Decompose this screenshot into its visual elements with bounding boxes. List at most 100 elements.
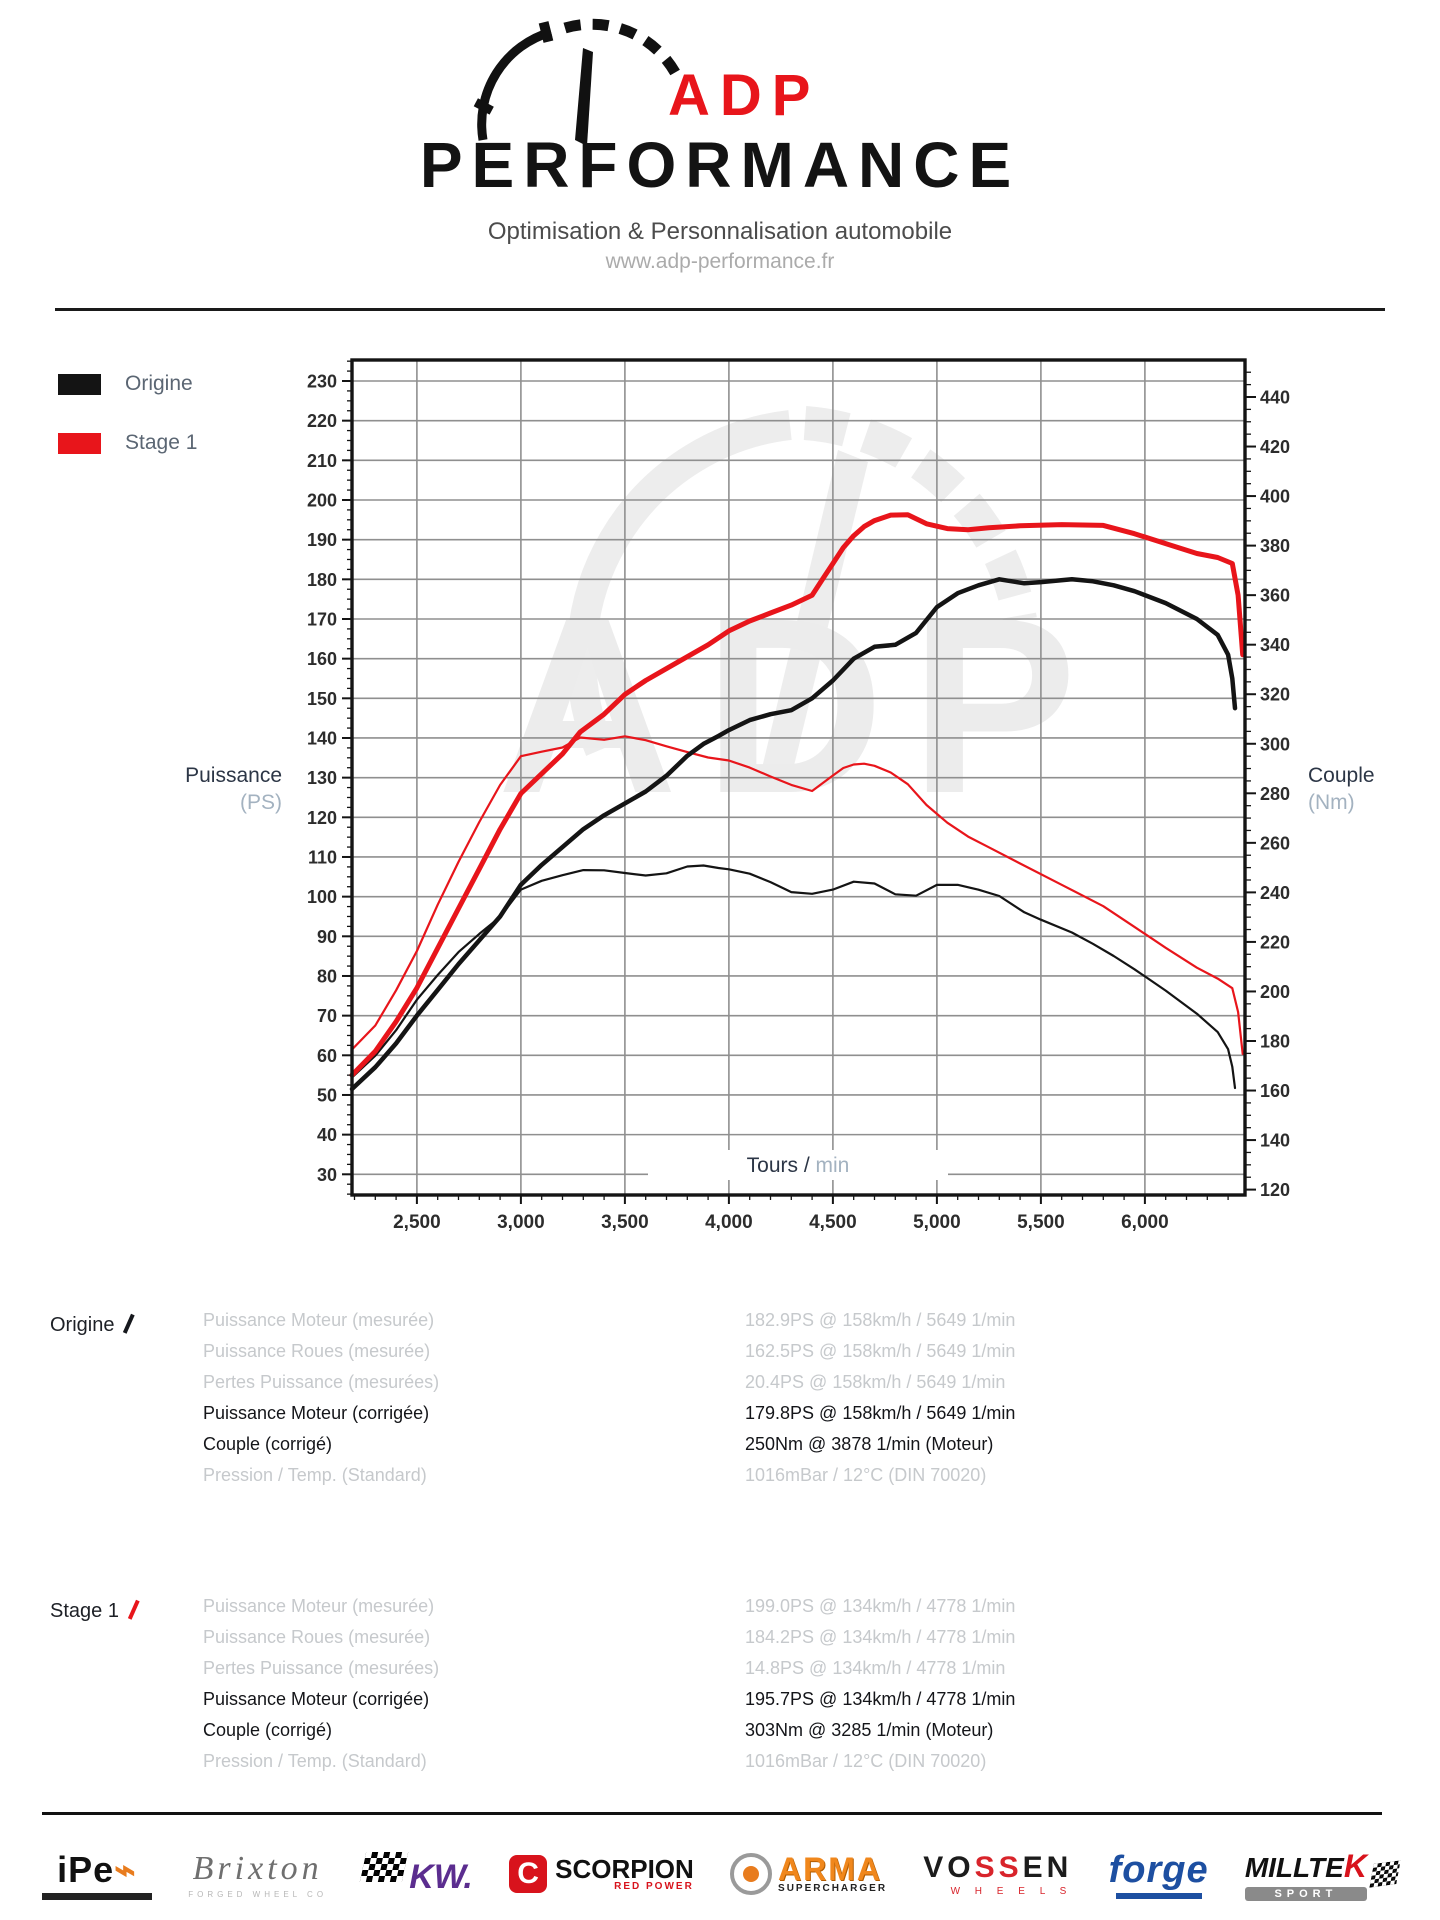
y-left-tick-label: 160 — [307, 649, 337, 669]
result-row: Pertes Puissance (mesurées) 20.4PS @ 158k… — [0, 1372, 1440, 1403]
result-row-value: 162.5PS @ 158km/h / 5649 1/min — [745, 1341, 1016, 1361]
forge-logo: forge — [1109, 1849, 1209, 1899]
y-right-tick-label: 160 — [1260, 1081, 1290, 1101]
chart-grid — [352, 360, 1245, 1195]
ipe-logo: iPe⌁ — [42, 1849, 152, 1900]
speedometer-icon — [473, 18, 682, 146]
x-tick-label: 4,000 — [705, 1212, 753, 1233]
legend-item-origine: Origine — [58, 372, 193, 396]
y-right-tick-label: 320 — [1260, 685, 1290, 705]
y-left-tick-label: 90 — [317, 927, 337, 947]
milltek-checkered-flag-icon — [1369, 1860, 1401, 1888]
brand-adp: ADP — [668, 63, 821, 128]
brand-url: www.adp-performance.fr — [605, 250, 835, 273]
arma-logo: ARMA SUPERCHARGER — [730, 1853, 887, 1895]
result-row-label: Couple (corrigé) — [203, 1434, 333, 1454]
y-left-tick-label: 150 — [307, 689, 337, 709]
left-axis-title: Puissance (PS) — [120, 762, 282, 816]
x-tick-label: 5,500 — [1017, 1212, 1065, 1233]
result-row-value: 303Nm @ 3285 1/min (Moteur) — [745, 1720, 994, 1740]
result-row-value: 184.2PS @ 134km/h / 4778 1/min — [745, 1627, 1016, 1647]
y-left-tick-label: 220 — [307, 411, 337, 431]
y-left-tick-label: 80 — [317, 966, 337, 986]
scorpion-icon: C — [509, 1855, 548, 1893]
y-right-tick-label: 120 — [1260, 1180, 1290, 1200]
result-row-label: Pression / Temp. (Standard) — [203, 1751, 427, 1771]
milltek-logo: MILLTEK SPORT — [1244, 1848, 1401, 1901]
curve-origine-puissance-ps- — [349, 577, 1238, 1092]
legend-label-origine: Origine — [125, 372, 193, 395]
ipe-logo-bar — [42, 1892, 152, 1900]
adp-watermark: ADP — [497, 406, 1103, 845]
legend-swatch-origine — [58, 373, 101, 395]
result-row: Pression / Temp. (Standard) 1016mBar / 12… — [0, 1465, 1440, 1496]
result-row: Puissance Roues (mesurée) 184.2PS @ 134km… — [0, 1627, 1440, 1658]
curve-stage-1-couple-nm- — [350, 735, 1244, 1056]
y-left-tick-label: 130 — [307, 768, 337, 788]
y-left-tick-label: 200 — [307, 490, 337, 510]
result-row-value: 1016mBar / 12°C (DIN 70020) — [745, 1465, 987, 1485]
y-left-tick-label: 30 — [317, 1165, 337, 1185]
y-right-tick-label: 260 — [1260, 833, 1290, 853]
result-row: Pertes Puissance (mesurées) 14.8PS @ 134k… — [0, 1658, 1440, 1689]
result-row-label: Puissance Roues (mesurée) — [203, 1341, 431, 1361]
y-right-tick-label: 240 — [1260, 883, 1290, 903]
x-tick-label: 3,000 — [497, 1212, 545, 1233]
y-left-tick-label: 100 — [307, 887, 337, 907]
y-right-tick-label: 140 — [1260, 1131, 1290, 1151]
y-right-tick-label: 420 — [1260, 437, 1290, 457]
y-left-tick-label: 230 — [307, 372, 337, 392]
x-axis-title: Tours / min — [747, 1154, 850, 1177]
right-axis-title-unit: (Nm) — [1308, 791, 1355, 814]
footer-partner-logos: iPe⌁ Brixton FORGED WHEEL CO KW. C SCORP… — [42, 1830, 1401, 1918]
y-left-tick-label: 70 — [317, 1006, 337, 1026]
y-left-tick-label: 190 — [307, 530, 337, 550]
result-row-label: Pertes Puissance (mesurées) — [203, 1658, 440, 1678]
result-row-value: 20.4PS @ 158km/h / 5649 1/min — [745, 1372, 1006, 1392]
result-row-label: Puissance Moteur (mesurée) — [203, 1310, 435, 1330]
vossen-logo: VOSSEN W H E E L S — [923, 1851, 1073, 1897]
y-left-tick-label: 210 — [307, 451, 337, 471]
result-row: Puissance Moteur (mesurée) 182.9PS @ 158k… — [0, 1310, 1440, 1341]
result-row: Puissance Moteur (mesurée) 199.0PS @ 134k… — [0, 1596, 1440, 1627]
result-row-label: Couple (corrigé) — [203, 1720, 333, 1740]
y-right-tick-label: 280 — [1260, 784, 1290, 804]
x-tick-label: 2,500 — [393, 1212, 441, 1233]
forge-logo-bar — [1115, 1893, 1202, 1899]
arma-supercharger-icon — [730, 1853, 773, 1895]
y-right-tick-label: 200 — [1260, 982, 1290, 1002]
result-row-value: 195.7PS @ 134km/h / 4778 1/min — [745, 1689, 1016, 1709]
result-row: Puissance Moteur (corrigée) 195.7PS @ 134… — [0, 1689, 1440, 1720]
brand-performance: PERFORMANCE — [419, 129, 1021, 201]
y-right-tick-label: 220 — [1260, 932, 1290, 952]
result-row-value: 1016mBar / 12°C (DIN 70020) — [745, 1751, 987, 1771]
y-left-tick-label: 180 — [307, 570, 337, 590]
dyno-chart: ADP Tours / min 30 40 50 60 70 80 90 100 110 120 130… — [307, 358, 1290, 1233]
result-row-label: Puissance Moteur (mesurée) — [203, 1596, 435, 1616]
y-right-tick-label: 360 — [1260, 586, 1290, 606]
result-row-value: 199.0PS @ 134km/h / 4778 1/min — [745, 1596, 1016, 1616]
svg-text:ADP: ADP — [497, 566, 1103, 845]
result-row: Puissance Roues (mesurée) 162.5PS @ 158km… — [0, 1341, 1440, 1372]
y-left-tick-label: 170 — [307, 609, 337, 629]
result-row: Couple (corrigé) 250Nm @ 3878 1/min (Mote… — [0, 1434, 1440, 1465]
x-tick-label: 4,500 — [809, 1212, 857, 1233]
results-origine: Origine Puissance Moteur (mesurée) 182.9PS… — [0, 1310, 1440, 1496]
legend-item-stage1: Stage 1 — [58, 431, 197, 455]
result-row: Puissance Moteur (corrigée) 179.8PS @ 158… — [0, 1403, 1440, 1434]
y-left-tick-label: 140 — [307, 728, 337, 748]
right-axis-title-main: Couple — [1308, 764, 1375, 787]
result-row-label: Puissance Moteur (corrigée) — [203, 1403, 430, 1423]
curve-stage-1-puissance-ps- — [349, 512, 1246, 1078]
kw-logo: KW. — [360, 1851, 473, 1897]
ipe-exhaust-icon: ⌁ — [114, 1848, 137, 1890]
y-left-tick-label: 60 — [317, 1046, 337, 1066]
result-row-value: 182.9PS @ 158km/h / 5649 1/min — [745, 1310, 1016, 1330]
result-row: Pression / Temp. (Standard) 1016mBar / 12… — [0, 1751, 1440, 1782]
y-right-tick-label: 340 — [1260, 635, 1290, 655]
result-row: Couple (corrigé) 303Nm @ 3285 1/min (Mote… — [0, 1720, 1440, 1751]
left-axis-title-main: Puissance — [185, 764, 282, 787]
kw-checkered-flag-icon — [360, 1851, 409, 1882]
x-tick-label: 3,500 — [601, 1212, 649, 1233]
